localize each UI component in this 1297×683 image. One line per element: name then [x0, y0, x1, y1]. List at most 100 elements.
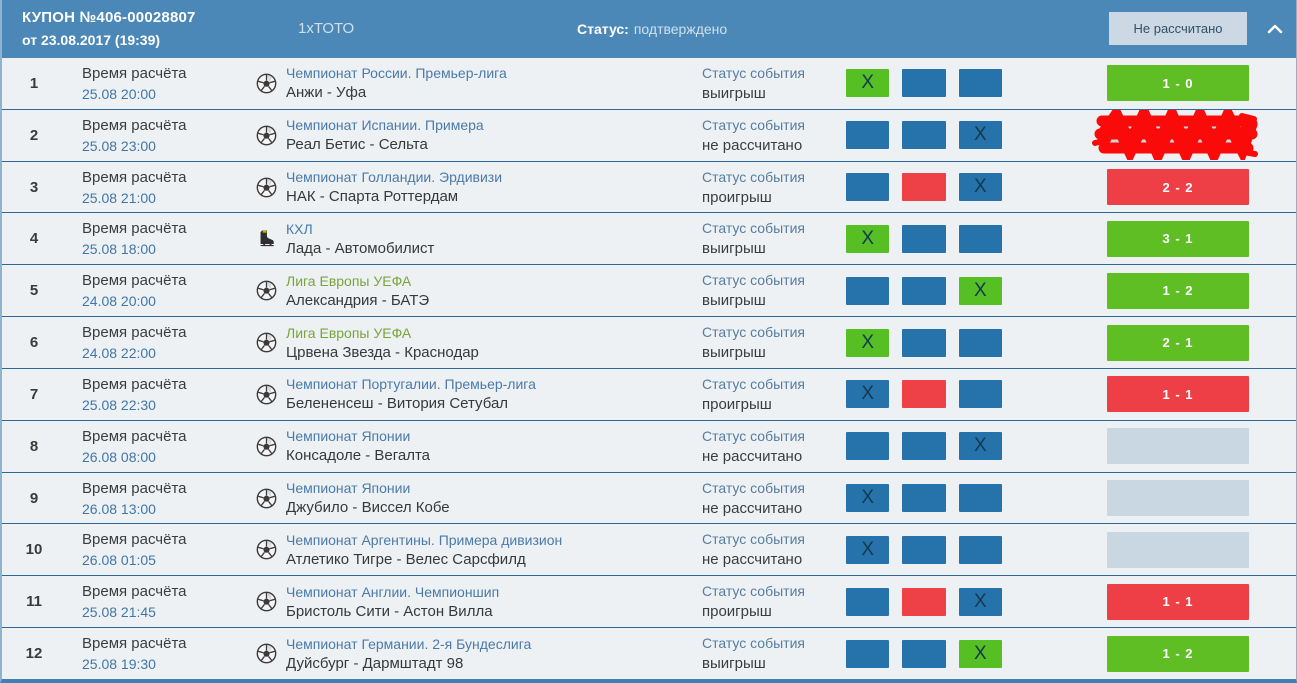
- settlement-time-label: Время расчёта: [82, 427, 187, 445]
- soccer-ball-icon: [255, 72, 277, 94]
- soccer-ball-icon: [255, 383, 277, 405]
- settlement-time-cell: Время расчёта 24.08 22:00: [66, 324, 239, 361]
- bet-option-box: [846, 121, 890, 150]
- event-text: Чемпионат Голландии. Эрдивизи НАК - Спар…: [286, 169, 502, 205]
- settlement-time-label: Время расчёта: [82, 116, 187, 134]
- bet-options: X: [842, 69, 1002, 98]
- bet-option-box: [902, 276, 946, 305]
- event-status-cell: Статус события выигрыш: [684, 272, 842, 309]
- row-number: 4: [29, 230, 39, 248]
- event-status-value: проигрыш: [702, 603, 772, 621]
- match-teams: НАК - Спарта Роттердам: [286, 188, 459, 206]
- event-text: Лига Европы УЕФА Александрия - БАТЭ: [286, 273, 429, 309]
- settlement-time-cell: Время расчёта 25.08 21:45: [66, 583, 239, 620]
- result-status-button[interactable]: Не рассчитано: [1109, 12, 1247, 45]
- league-link[interactable]: Лига Европы УЕФА: [286, 272, 412, 289]
- event-text: Чемпионат Германии. 2-я Бундеслига Дуйсб…: [286, 636, 531, 672]
- event-status-value: проигрыш: [702, 188, 772, 206]
- row-number: 3: [29, 178, 39, 196]
- event-status-label: Статус события: [702, 427, 805, 444]
- event-status-value: не рассчитано: [702, 499, 803, 517]
- soccer-ball-icon: [255, 280, 277, 302]
- score-cell: 1 - 2: [1002, 265, 1296, 316]
- bet-option-box: [902, 639, 946, 668]
- league-link[interactable]: Чемпионат Голландии. Эрдивизи: [286, 169, 503, 186]
- event-status-cell: Статус события не рассчитано: [684, 531, 842, 568]
- bet-option-box: [958, 535, 1002, 564]
- bet-option-box: [958, 380, 1002, 409]
- event-cell: Чемпионат Японии Консадоле - Вегалта: [239, 428, 684, 464]
- bet-options: X: [842, 276, 1002, 305]
- bet-options: X: [842, 535, 1002, 564]
- event-status-value: выигрыш: [702, 84, 766, 102]
- row-number: 6: [29, 334, 39, 352]
- coupon-row: 3 Время расчёта 25.08 21:00 Чемпионат Го…: [2, 160, 1296, 213]
- settlement-time-value: 26.08 08:00: [82, 448, 156, 465]
- bet-option-box: [846, 587, 890, 616]
- soccer-ball-icon: [255, 591, 277, 613]
- league-link[interactable]: Чемпионат России. Премьер-лига: [286, 65, 507, 82]
- settlement-time-value: 24.08 20:00: [82, 293, 156, 310]
- coupon-row: 9 Время расчёта 26.08 13:00 Чемпионат Яп…: [2, 471, 1296, 524]
- event-status-value: выигрыш: [702, 655, 766, 673]
- bet-option-box: X: [846, 380, 890, 409]
- event-cell: Чемпионат Португалии. Премьер-лига Белен…: [239, 376, 684, 412]
- league-link[interactable]: Чемпионат Германии. 2-я Бундеслига: [286, 635, 532, 652]
- coupon-row: 10 Время расчёта 26.08 01:05 Чемпионат А…: [2, 523, 1296, 576]
- settlement-time-value: 25.08 18:00: [82, 241, 156, 258]
- coupon-header: КУПОН №406-00028807 от 23.08.2017 (19:39…: [2, 0, 1296, 58]
- score-badge: 1 - 1: [1107, 583, 1249, 620]
- event-text: Лига Европы УЕФА Црвена Звезда - Краснод…: [286, 325, 479, 361]
- bet-option-box: X: [958, 639, 1002, 668]
- settlement-time-cell: Время расчёта 26.08 13:00: [66, 480, 239, 517]
- settlement-time-value: 25.08 19:30: [82, 656, 156, 673]
- bet-options: X: [842, 328, 1002, 357]
- event-status-label: Статус события: [702, 116, 805, 133]
- event-status-cell: Статус события не рассчитано: [684, 480, 842, 517]
- event-status-label: Статус события: [702, 479, 805, 496]
- event-status-label: Статус события: [702, 168, 805, 185]
- match-teams: Бристоль Сити - Астон Вилла: [286, 602, 493, 620]
- event-cell: Чемпионат Голландии. Эрдивизи НАК - Спар…: [239, 169, 684, 205]
- event-status-value: не рассчитано: [702, 551, 803, 569]
- chevron-up-icon[interactable]: [1266, 20, 1284, 38]
- score-badge: [1107, 531, 1249, 568]
- settlement-time-label: Время расчёта: [82, 479, 187, 497]
- score-badge: [1107, 428, 1249, 465]
- bet-option-box: [902, 587, 946, 616]
- soccer-ball-icon: [255, 124, 277, 146]
- event-status-value: выигрыш: [702, 240, 766, 258]
- row-number: 11: [26, 593, 42, 611]
- soccer-ball-icon: [255, 643, 277, 665]
- coupon-row: 12 Время расчёта 25.08 19:30 Чемпионат Г…: [2, 627, 1296, 679]
- event-status-label: Статус события: [702, 220, 805, 237]
- event-cell: Чемпионат Японии Джубило - Виссел Кобе: [239, 480, 684, 516]
- league-link[interactable]: Чемпионат Аргентины. Примера дивизион: [286, 531, 563, 548]
- bet-option-box: X: [846, 69, 890, 98]
- settlement-time-cell: Время расчёта 25.08 22:30: [66, 376, 239, 413]
- league-link[interactable]: Чемпионат Японии: [286, 480, 411, 497]
- league-link[interactable]: Чемпионат Японии: [286, 428, 411, 445]
- score-badge: 2 - 1: [1107, 324, 1249, 361]
- event-cell: Чемпионат Германии. 2-я Бундеслига Дуйсб…: [239, 636, 684, 672]
- bet-options: X: [842, 224, 1002, 253]
- soccer-ball-icon: [255, 539, 277, 561]
- event-status-cell: Статус события не рассчитано: [684, 428, 842, 465]
- league-link[interactable]: КХЛ: [286, 220, 313, 237]
- settlement-time-cell: Время расчёта 25.08 21:00: [66, 169, 239, 206]
- score-cell: 1 - 0: [1002, 58, 1296, 109]
- league-link[interactable]: Чемпионат Испании. Примера: [286, 117, 484, 134]
- status-label: Статус:: [577, 21, 629, 37]
- settlement-time-label: Время расчёта: [82, 375, 187, 393]
- league-link[interactable]: Чемпионат Португалии. Премьер-лига: [286, 376, 536, 393]
- league-link[interactable]: Лига Европы УЕФА: [286, 324, 412, 341]
- settlement-time-label: Время расчёта: [82, 64, 187, 82]
- settlement-time-value: 25.08 21:45: [82, 604, 156, 621]
- match-teams: Дуйсбург - Дармштадт 98: [286, 654, 464, 672]
- event-cell: Лига Европы УЕФА Александрия - БАТЭ: [239, 273, 684, 309]
- soccer-ball-icon: [255, 332, 277, 354]
- league-link[interactable]: Чемпионат Англии. Чемпионшип: [286, 583, 500, 600]
- score-cell: 1 - 1: [1002, 576, 1296, 627]
- event-cell: Чемпионат Аргентины. Примера дивизион Ат…: [239, 532, 684, 568]
- score-badge: 1 - 2: [1107, 635, 1249, 672]
